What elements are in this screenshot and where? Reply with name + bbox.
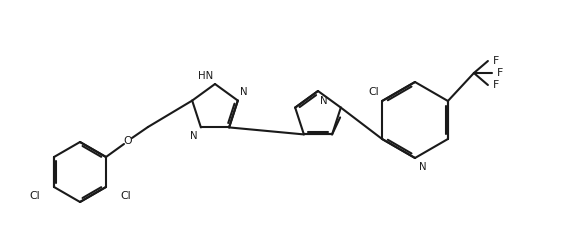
Text: N: N (320, 96, 328, 106)
Text: HN: HN (198, 71, 213, 81)
Text: N: N (191, 132, 198, 141)
Text: F: F (497, 68, 503, 78)
Text: Cl: Cl (29, 191, 40, 201)
Text: F: F (493, 56, 499, 66)
Text: N: N (419, 162, 426, 172)
Text: N: N (240, 87, 247, 97)
Text: Cl: Cl (369, 87, 379, 97)
Text: F: F (493, 80, 499, 90)
Text: O: O (124, 136, 132, 146)
Text: Cl: Cl (120, 191, 130, 201)
